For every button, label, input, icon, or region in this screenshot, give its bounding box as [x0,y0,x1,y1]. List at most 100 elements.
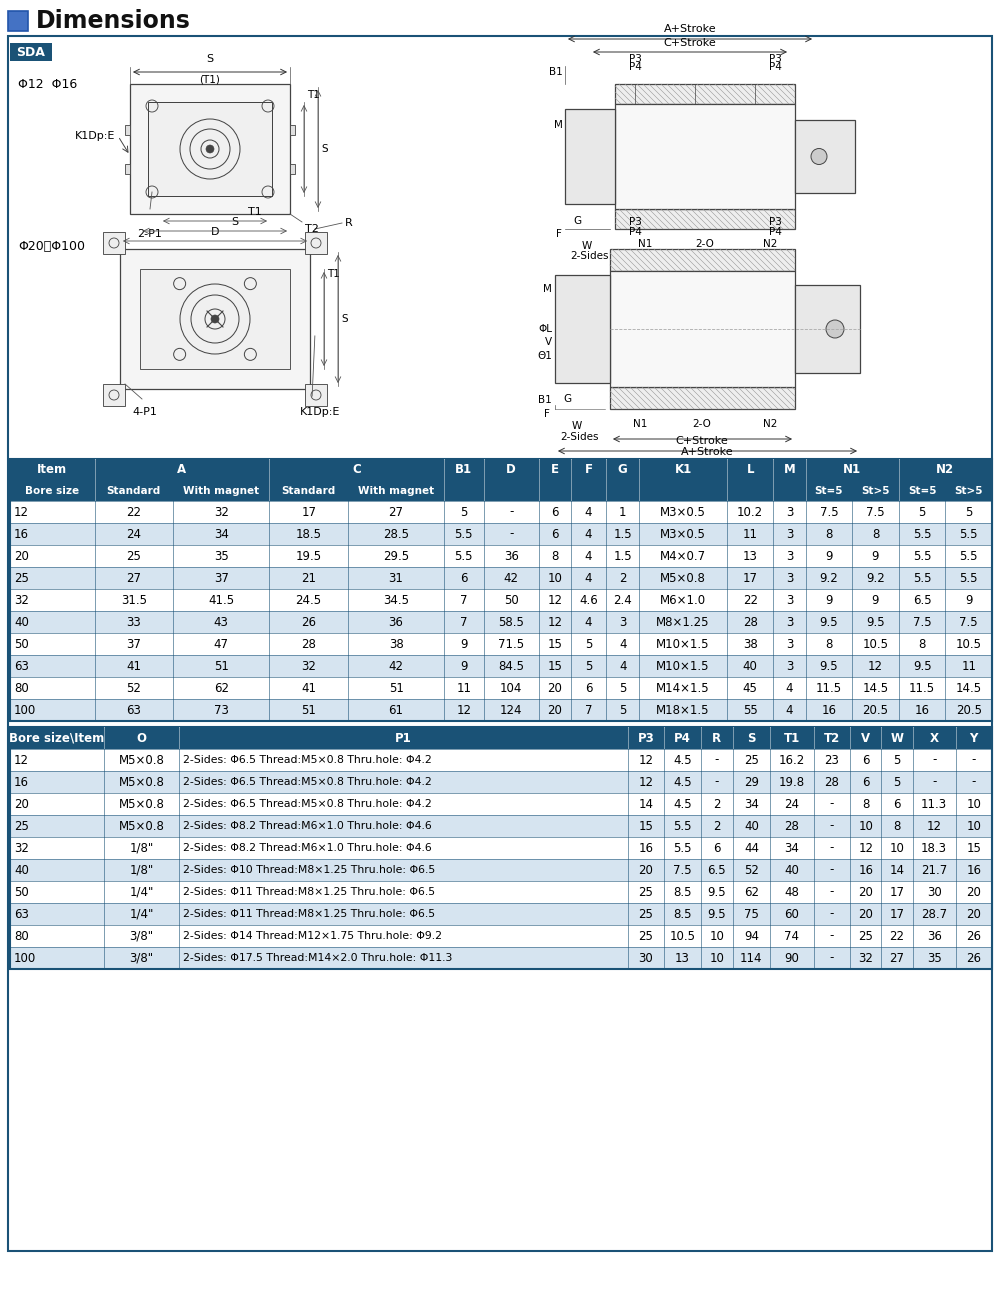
Text: 10: 10 [858,820,873,833]
Bar [148,102,272,196]
Text: P3: P3 [638,731,654,745]
Bar [615,209,795,229]
Text: 25: 25 [858,929,873,942]
Text: 15: 15 [639,820,653,833]
Text: -: - [830,864,834,877]
Text: 2-O: 2-O [696,238,714,249]
Text: 63: 63 [14,907,29,920]
Text: F: F [584,463,592,476]
Text: 26: 26 [966,929,981,942]
Text: 3: 3 [786,616,793,629]
Text: F: F [556,229,562,238]
Text: -: - [932,754,936,767]
Text: 30: 30 [639,951,653,964]
Text: 43: 43 [214,616,229,629]
Text: 12: 12 [14,505,29,518]
Text: 5: 5 [893,776,901,789]
Text: 10: 10 [890,842,904,855]
Text: 16: 16 [821,704,836,717]
Text: 2.4: 2.4 [613,593,632,607]
Bar [10,771,992,793]
Text: G: G [563,394,571,403]
Text: P3: P3 [629,217,641,227]
Text: 28.5: 28.5 [383,527,409,540]
Text: M8×1.25: M8×1.25 [656,616,710,629]
Text: Item: Item [37,463,67,476]
Text: 37: 37 [126,638,141,651]
Text: Φ20～Φ100: Φ20～Φ100 [18,240,85,253]
Text: M: M [554,120,563,130]
Text: S: S [747,731,756,745]
Text: 26: 26 [966,951,981,964]
Text: 12: 12 [927,820,942,833]
Text: 42: 42 [389,660,404,673]
FancyBboxPatch shape [8,12,28,31]
Text: N2: N2 [763,238,777,249]
Text: 50: 50 [14,886,29,898]
Text: B1: B1 [538,394,552,405]
Bar [103,232,125,254]
Bar [10,793,992,815]
Text: 50: 50 [504,593,519,607]
Text: 51: 51 [301,704,316,717]
Bar [125,164,130,174]
Text: 2-Sides: Φ14 Thread:M12×1.75 Thru.hole: Φ9.2: 2-Sides: Φ14 Thread:M12×1.75 Thru.hole: … [183,931,442,941]
Text: 1.5: 1.5 [613,549,632,562]
Text: 7.5: 7.5 [913,616,931,629]
Circle shape [211,315,219,324]
Text: 3: 3 [786,638,793,651]
Text: M3×0.5: M3×0.5 [660,505,706,518]
Text: 37: 37 [214,571,229,584]
Text: 10: 10 [966,820,981,833]
Text: 9: 9 [872,549,879,562]
Text: 7.5: 7.5 [820,505,838,518]
Text: 6.5: 6.5 [708,864,726,877]
Text: 2-Sides: Φ11 Thread:M8×1.25 Thru.hole: Φ6.5: 2-Sides: Φ11 Thread:M8×1.25 Thru.hole: Φ… [183,887,435,897]
Bar [10,926,992,947]
Text: 5.5: 5.5 [673,820,692,833]
Text: 10: 10 [709,929,724,942]
Text: 16: 16 [915,704,930,717]
Text: ΦL: ΦL [538,324,552,334]
Text: 11: 11 [743,527,758,540]
Text: 5.5: 5.5 [455,549,473,562]
Text: 8: 8 [825,638,833,651]
Text: 2-P1: 2-P1 [138,229,162,238]
Text: 22: 22 [890,929,905,942]
Text: 11.5: 11.5 [816,682,842,695]
Text: 25: 25 [14,820,29,833]
Text: 2-Sides: Φ17.5 Thread:M14×2.0 Thru.hole: Φ11.3: 2-Sides: Φ17.5 Thread:M14×2.0 Thru.hole:… [183,953,452,963]
Text: N2: N2 [936,463,954,476]
Text: 3: 3 [786,505,793,518]
Text: 31: 31 [389,571,404,584]
Text: N1: N1 [843,463,861,476]
Text: 94: 94 [744,929,759,942]
Text: 38: 38 [743,638,758,651]
Text: F: F [544,409,550,419]
Bar [125,125,130,134]
Text: 58.5: 58.5 [498,616,524,629]
Text: 34: 34 [744,798,759,811]
Text: 16: 16 [14,776,29,789]
Text: 12: 12 [639,754,654,767]
Text: 3: 3 [786,571,793,584]
Text: 2-Sides: Φ8.2 Thread:M6×1.0 Thru.hole: Φ4.6: 2-Sides: Φ8.2 Thread:M6×1.0 Thru.hole: Φ… [183,843,432,853]
Text: -: - [830,886,834,898]
Text: 29: 29 [744,776,759,789]
Text: P3: P3 [769,54,781,64]
Bar [10,837,992,858]
Text: 2-O: 2-O [693,419,711,429]
Text: 20: 20 [858,907,873,920]
Text: T2: T2 [305,224,319,235]
Text: 9: 9 [825,549,833,562]
Text: 6: 6 [862,754,870,767]
Text: K1Dp:E: K1Dp:E [75,131,115,141]
Text: -: - [932,776,936,789]
Text: P4: P4 [769,62,781,72]
Text: T2: T2 [824,731,840,745]
Text: M: M [543,284,552,294]
Text: 11: 11 [456,682,471,695]
Text: 7: 7 [585,704,592,717]
Bar [10,501,992,523]
Text: 2: 2 [713,820,721,833]
